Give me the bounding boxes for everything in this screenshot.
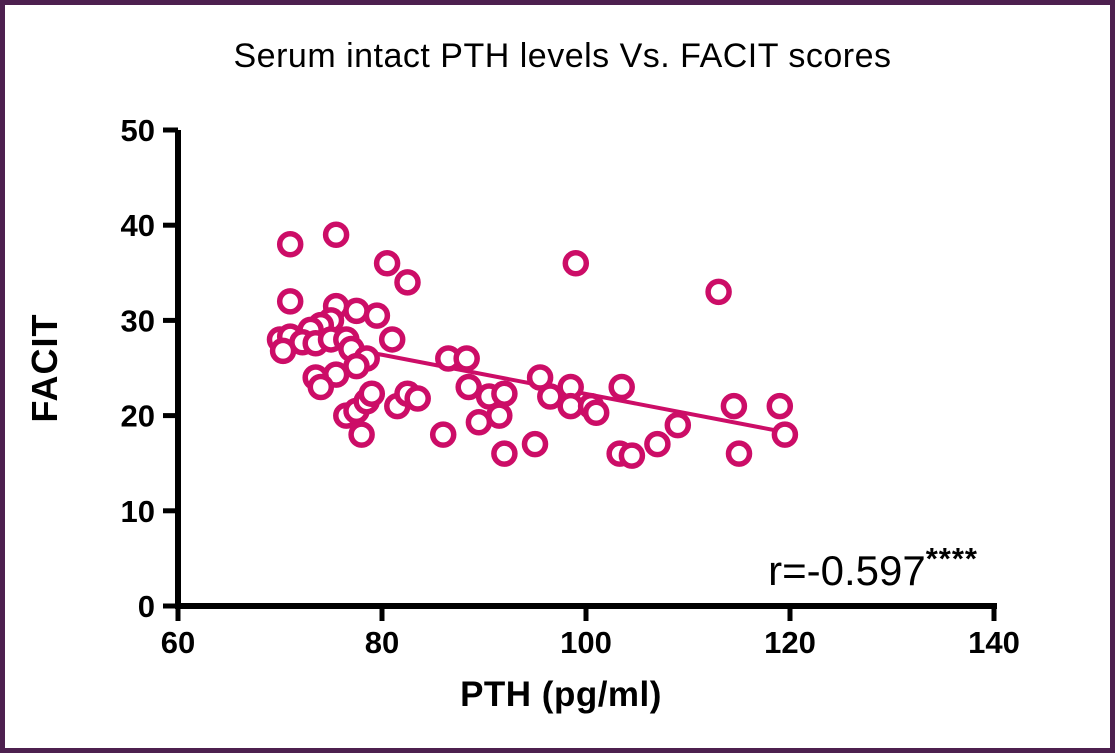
chart-title: Serum intact PTH levels Vs. FACIT scores [233,37,892,75]
y-tick-label: 10 [121,494,155,529]
data-point [453,345,480,372]
data-point [378,326,406,353]
x-axis-title: PTH (pg/ml) [460,675,662,714]
data-point [766,392,794,420]
data-point [404,385,431,412]
data-point [771,421,799,448]
data-point [582,399,610,426]
x-tick-label: 100 [560,625,612,660]
y-tick-label: 50 [121,113,155,148]
data-point [537,383,564,410]
data-point [373,250,401,277]
data-point [562,250,590,277]
data-point [491,380,518,407]
x-tick-label: 120 [764,625,816,660]
data-point [491,440,518,467]
data-point [521,430,549,458]
data-point [664,411,692,439]
data-point [307,373,335,401]
x-tick-label: 140 [968,625,1020,660]
data-point [618,442,646,469]
data-point [526,364,554,391]
y-tick-label: 40 [121,208,155,243]
data-point [429,421,457,448]
data-point [363,302,391,329]
data-point [608,373,635,401]
x-tick-label: 80 [365,625,399,660]
data-point [394,269,421,296]
y-tick-label: 0 [138,589,155,624]
scatter-plot: 0 10 20 30 40 50 60 80 100 120 140 [121,113,1020,660]
y-tick-label: 30 [121,303,155,338]
data-point [644,430,671,458]
y-tick-label: 20 [121,399,155,434]
data-point [720,392,748,420]
data-point [358,380,386,407]
data-point [486,402,513,429]
data-point [269,337,297,365]
data-point [276,288,304,315]
data-point [705,278,732,306]
data-point [322,221,350,248]
correlation-annotation: r=-0.597**** [768,541,978,595]
correlation-value: r=-0.597 [768,547,926,594]
data-point [348,421,375,448]
x-tick-label: 60 [161,625,195,660]
data-point [725,440,753,467]
data-point [343,297,370,325]
data-point [455,373,482,401]
data-point [276,230,304,258]
significance-stars: **** [925,541,978,576]
